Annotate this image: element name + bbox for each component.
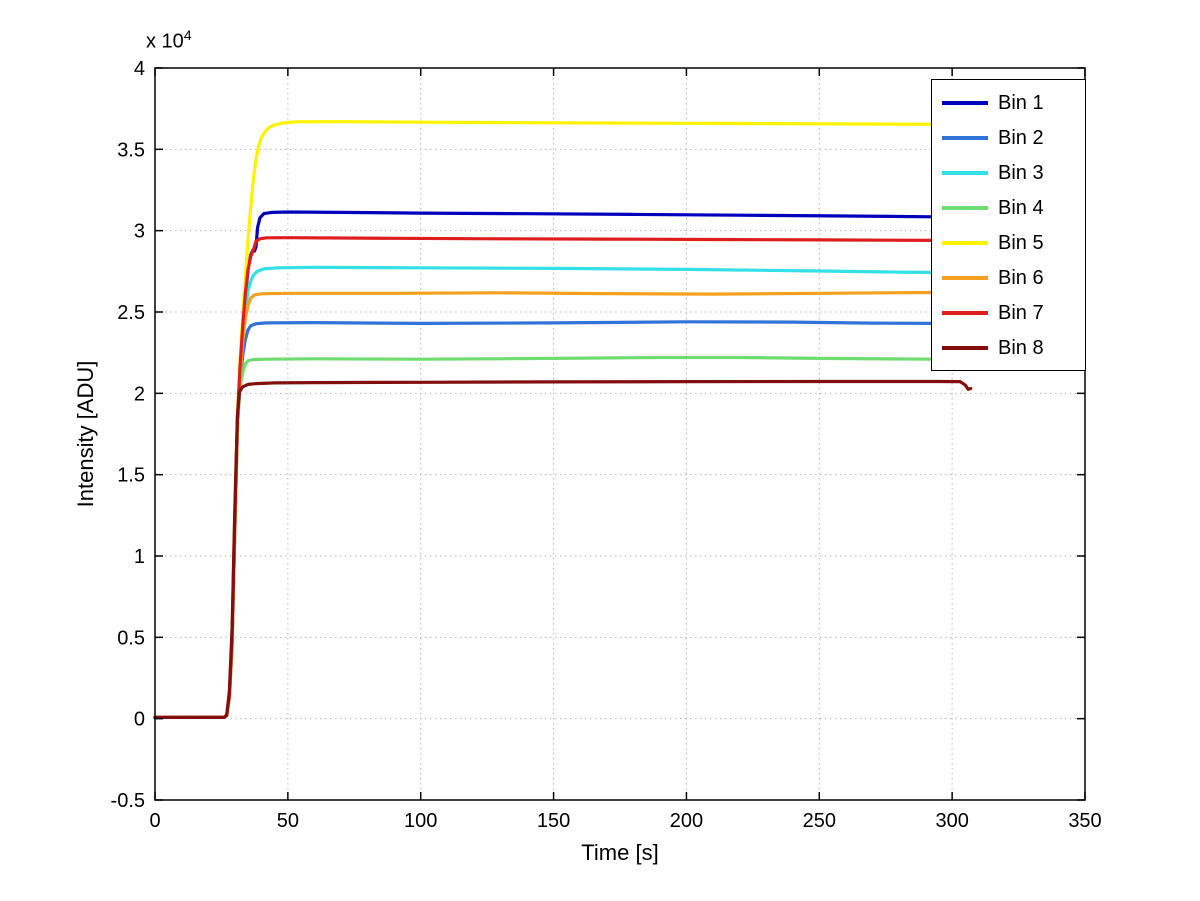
legend-line-sample [942, 310, 988, 315]
legend-line-sample [942, 100, 988, 105]
x-axis-label: Time [s] [581, 840, 659, 865]
legend-entry-bin-7: Bin 7 [932, 295, 1085, 330]
legend-label: Bin 2 [998, 126, 1044, 149]
y-tick-label: 1 [134, 546, 145, 568]
series-line-bin-3 [153, 265, 936, 720]
legend-label: Bin 7 [998, 301, 1044, 324]
legend-line-sample [942, 135, 988, 140]
legend-line-sample [942, 205, 988, 210]
legend-label: Bin 1 [998, 91, 1044, 114]
x-tick-label: 250 [803, 810, 836, 832]
y-tick-label: 0.5 [117, 627, 145, 649]
legend: Bin 1 Bin 2 Bin 3 Bin 4 Bin 5 Bin 6 Bin 7 Bin 8 [931, 79, 1086, 371]
x-tick-label: 200 [670, 810, 703, 832]
legend-entry-bin-3: Bin 3 [932, 155, 1085, 190]
series-line-bin-7 [153, 236, 936, 720]
series-line-bin-4 [153, 355, 936, 720]
legend-entry-bin-6: Bin 6 [932, 260, 1085, 295]
y-axis-label: Intensity [ADU] [73, 360, 98, 508]
y-tick-label: 3 [134, 221, 145, 243]
legend-label: Bin 5 [998, 231, 1044, 254]
legend-label: Bin 6 [998, 266, 1044, 289]
y-axis-multiplier-base: x 10 [146, 30, 184, 53]
y-tick-label: 4 [134, 58, 145, 80]
series-line-bin-6 [153, 290, 936, 720]
legend-entry-bin-1: Bin 1 [932, 85, 1085, 120]
legend-line-sample [942, 240, 988, 245]
legend-line-sample [942, 275, 988, 280]
legend-entry-bin-8: Bin 8 [932, 330, 1085, 365]
series-line-bin-8 [153, 379, 973, 720]
legend-label: Bin 3 [998, 161, 1044, 184]
y-tick-label: 1.5 [117, 465, 145, 487]
legend-line-sample [942, 345, 988, 350]
legend-line-sample [942, 170, 988, 175]
legend-entry-bin-2: Bin 2 [932, 120, 1085, 155]
y-tick-label: 2 [134, 383, 145, 405]
legend-entry-bin-4: Bin 4 [932, 190, 1085, 225]
x-tick-label: 150 [537, 810, 570, 832]
x-tick-label: 350 [1068, 810, 1101, 832]
y-axis-multiplier-exponent: 4 [183, 27, 192, 43]
y-tick-label: 0 [134, 709, 145, 731]
y-axis-multiplier: x 104 [146, 27, 192, 54]
x-tick-label: 50 [277, 810, 299, 832]
series-line-bin-1 [153, 210, 936, 720]
y-tick-label: 3.5 [117, 139, 145, 161]
x-tick-label: 100 [404, 810, 437, 832]
y-tick-label: -0.5 [111, 790, 145, 812]
x-tick-label: 0 [149, 810, 160, 832]
axes-box [154, 67, 1086, 801]
x-tick-label: 300 [935, 810, 968, 832]
legend-entry-bin-5: Bin 5 [932, 225, 1085, 260]
legend-label: Bin 8 [998, 336, 1044, 359]
y-tick-label: 2.5 [117, 302, 145, 324]
legend-label: Bin 4 [998, 196, 1044, 219]
